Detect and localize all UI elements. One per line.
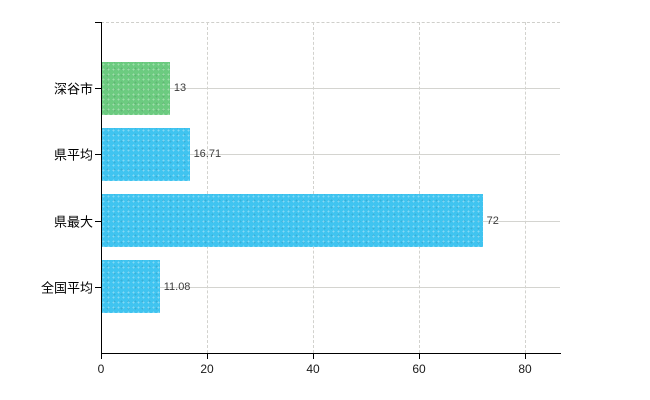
bar-value-label: 72 xyxy=(486,214,499,227)
plot-top-boundary-line xyxy=(101,22,560,23)
bar-value-label: 13 xyxy=(173,82,187,95)
x-axis-tick-60 xyxy=(419,353,420,359)
category-label-県最大: 県最大 xyxy=(53,214,93,230)
x-axis-tick-80 xyxy=(525,353,526,359)
category-label-県平均: 県平均 xyxy=(53,147,93,163)
x-axis-line xyxy=(101,353,561,354)
vertical-gridline-20 xyxy=(207,22,208,353)
horizontal-gridline-row-0 xyxy=(101,88,560,90)
y-axis-tick xyxy=(95,154,101,156)
y-axis-tick xyxy=(95,88,101,90)
horizontal-gridline-row-3 xyxy=(101,286,560,288)
category-label-全国平均: 全国平均 xyxy=(40,280,93,296)
x-axis-tick-label-0: 0 xyxy=(97,362,105,376)
y-axis-line xyxy=(101,22,102,353)
bar-県最大 xyxy=(101,194,483,248)
y-axis-tick xyxy=(95,220,101,222)
x-axis-tick-20 xyxy=(207,353,208,359)
y-axis-top-tick xyxy=(95,22,101,23)
y-axis-tick xyxy=(95,286,101,288)
bar-全国平均 xyxy=(101,260,160,314)
vertical-gridline-80 xyxy=(525,22,526,353)
plot-area: 13 16.71 72 11.08 xyxy=(101,22,560,353)
category-label-深谷市: 深谷市 xyxy=(53,81,93,97)
vertical-gridline-40 xyxy=(313,22,314,353)
bar-value-label: 16.71 xyxy=(193,148,222,161)
x-axis-tick-40 xyxy=(313,353,314,359)
horizontal-gridline-row-1 xyxy=(101,154,560,156)
x-axis-tick-label-60: 60 xyxy=(412,362,426,376)
bar-value-label: 11.08 xyxy=(163,280,191,293)
x-axis-tick-label-80: 80 xyxy=(518,362,532,376)
bar-深谷市 xyxy=(101,61,170,115)
x-axis-tick-label-20: 20 xyxy=(200,362,214,376)
x-axis-tick-0 xyxy=(101,353,102,359)
vertical-gridline-60 xyxy=(419,22,420,353)
x-axis-tick-label-40: 40 xyxy=(306,362,320,376)
bar-県平均 xyxy=(101,127,190,181)
